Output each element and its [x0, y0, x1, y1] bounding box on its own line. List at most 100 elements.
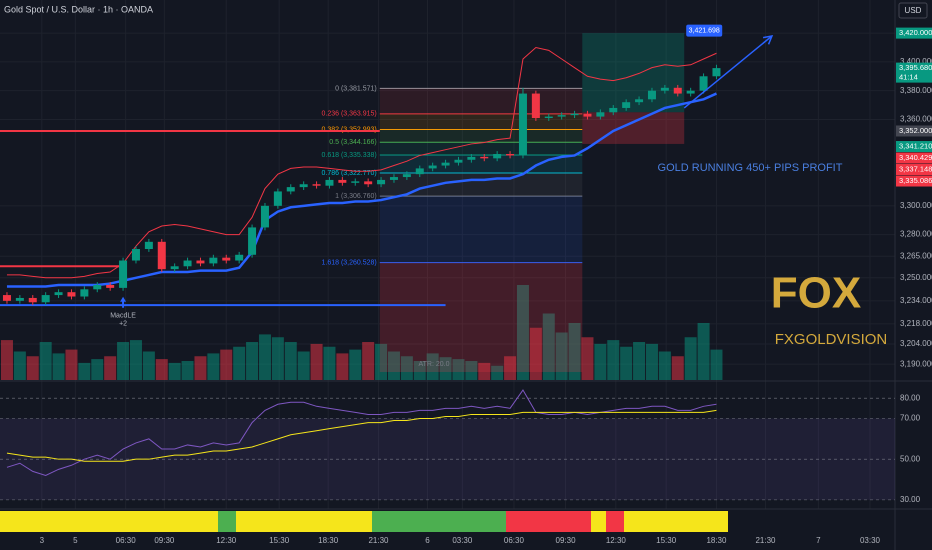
x-tick-label: 6 [425, 536, 430, 545]
volume-bar [220, 349, 233, 380]
candle-body [415, 168, 424, 175]
logo-mark: FOX [771, 269, 861, 318]
volume-bar [684, 337, 697, 380]
volume-bar [478, 362, 491, 380]
volume-bar [258, 334, 271, 380]
candle-body [364, 181, 373, 185]
candle-body [441, 162, 450, 166]
candle-body [183, 260, 192, 267]
fib-zone [379, 113, 583, 130]
volume-bar [710, 349, 723, 380]
y-tick-label: 3,360.000 [900, 115, 932, 124]
price-label: 3,352.000 [899, 126, 932, 135]
profit-zone [582, 33, 685, 113]
volume-bar [168, 362, 181, 380]
volume-bar [104, 356, 117, 380]
candle-body [660, 87, 669, 91]
fib-zone [379, 88, 583, 114]
price-label-box [896, 175, 932, 187]
candle-body [260, 205, 269, 228]
price-countdown: 41:14 [899, 73, 918, 82]
fib-label: 1.618 (3,260.528) [322, 259, 377, 266]
volume-bar [26, 356, 39, 380]
volume-bar [349, 349, 362, 380]
volume-bar [529, 327, 542, 380]
candle-body [209, 257, 218, 264]
candle-body [196, 260, 205, 264]
candle-body [531, 93, 540, 119]
price-label: 3,335.086 [899, 176, 932, 185]
volume-bar [620, 346, 633, 380]
candle-body [712, 68, 721, 77]
y-tick-label: 3,400.000 [900, 57, 932, 66]
rsi-tick-label: 80.00 [900, 393, 921, 402]
volume-bar [594, 343, 607, 380]
x-tick-label: 03:30 [860, 536, 881, 545]
fib-zone [379, 142, 583, 155]
x-tick-label: 15:30 [269, 536, 290, 545]
volume-bar [246, 342, 259, 380]
x-tick-label: 09:30 [154, 536, 175, 545]
volume-bar [658, 351, 671, 380]
candle-body [377, 179, 386, 185]
price-label-box [896, 141, 932, 153]
volume-bar [387, 351, 400, 380]
price-label-box [896, 125, 932, 137]
volume-bar [697, 323, 710, 380]
fib-lower-zone [379, 262, 583, 372]
candle-body [673, 87, 682, 94]
price-label: 3,420.000 [899, 28, 932, 37]
x-tick-label: 7 [816, 536, 821, 545]
volume-bar [323, 346, 336, 380]
volume-bar [0, 340, 13, 380]
strip-segment [606, 511, 624, 532]
fib-label: 1 (3,306.760) [335, 193, 377, 200]
volume-bar [52, 353, 65, 380]
volume-bar [400, 356, 413, 380]
volume-bar [65, 349, 78, 380]
chart-title: Gold Spot / U.S. Dollar · 1h · OANDA [4, 4, 153, 14]
x-tick-label: 15:30 [656, 536, 677, 545]
candle-body [93, 285, 102, 290]
candle-body [15, 297, 24, 301]
x-tick-label: 5 [73, 536, 78, 545]
candle-body [635, 99, 644, 103]
target-label: 3,421.698 [689, 28, 720, 35]
x-tick-label: 18:30 [318, 536, 339, 545]
price-label: 3,337.148 [899, 165, 932, 174]
fib-label: 0.618 (3,335.338) [322, 152, 377, 159]
signal-count: +2 [119, 321, 127, 328]
signal-strip [0, 511, 728, 532]
loss-zone [582, 112, 685, 144]
strip-segment [372, 511, 506, 532]
y-tick-label: 3,218.000 [900, 319, 932, 328]
price-label-box [896, 152, 932, 164]
volume-bar [568, 323, 581, 380]
fib-label: 0 (3,381.571) [335, 85, 377, 92]
candle-body [609, 107, 618, 113]
target-label-box [686, 24, 723, 37]
candle-body [67, 292, 76, 297]
fib-label: 0.236 (3,363.915) [322, 111, 377, 118]
candle-body [144, 241, 153, 250]
price-label: 3,395.680 [899, 63, 932, 72]
volume-bar [129, 340, 142, 380]
y-tick-label: 3,380.000 [900, 86, 932, 95]
x-tick-label: 12:30 [606, 536, 627, 545]
candle-body [235, 254, 244, 261]
volume-bar [78, 362, 91, 380]
y-tick-label: 3,265.000 [900, 251, 932, 260]
candle-body [351, 181, 360, 183]
projection-arrow [683, 35, 773, 109]
y-tick-label: 3,204.000 [900, 339, 932, 348]
volume-bar [426, 353, 439, 380]
candle-body [312, 184, 321, 186]
candle-body [2, 295, 11, 301]
volume-bar [645, 343, 658, 380]
candle-body [467, 156, 476, 160]
candle-body [557, 115, 566, 117]
candle-body [273, 191, 282, 206]
candle-body [428, 165, 437, 169]
candle-body [338, 179, 347, 183]
atr-label: ATR: 20.0 [418, 361, 449, 368]
